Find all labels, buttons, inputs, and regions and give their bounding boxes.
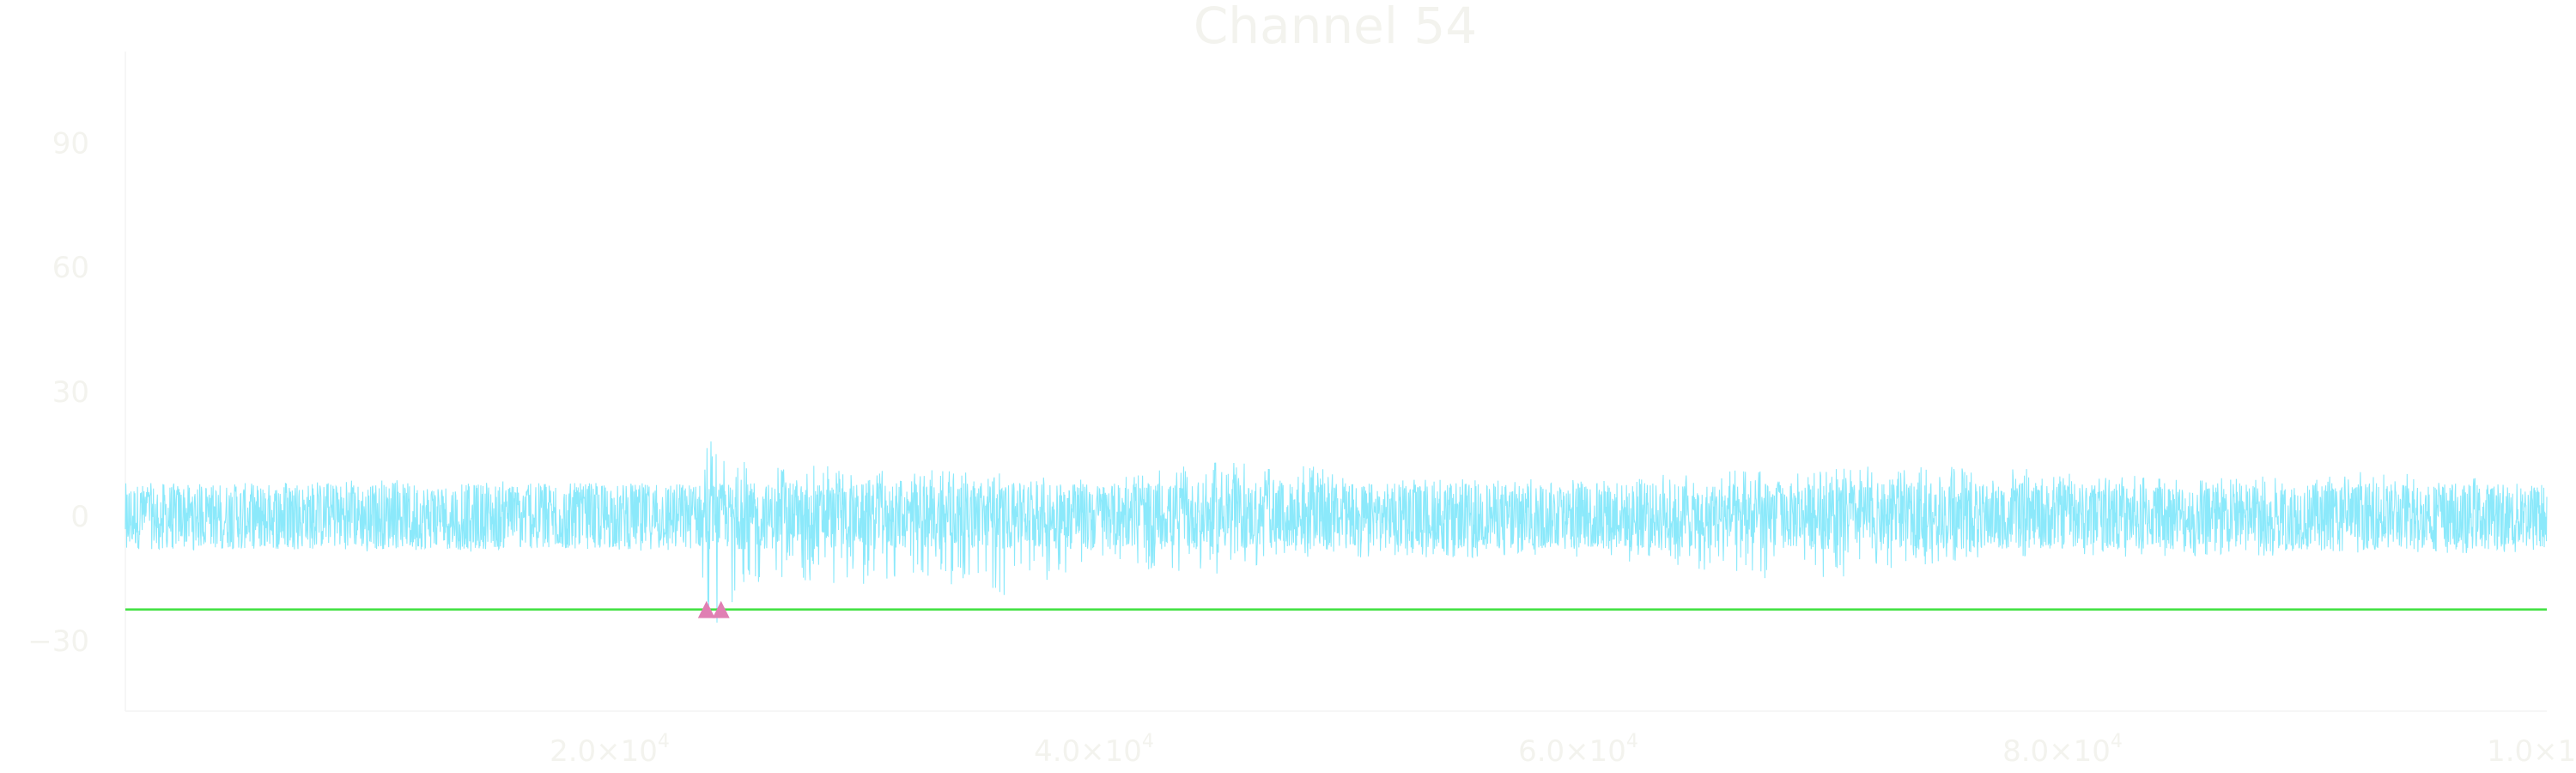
x-tick-exponent: 4 — [1626, 731, 1638, 752]
x-tick-exponent: 4 — [1142, 731, 1154, 752]
x-tick-base: 2.0×10 — [550, 734, 658, 769]
x-tick-exponent: 4 — [658, 731, 670, 752]
y-tick-labels: −30 0 30 60 90 — [27, 126, 89, 659]
chart-title: Channel 54 — [1194, 0, 1477, 55]
x-tick-label: 4.0×104 — [1034, 731, 1154, 769]
x-tick-label: 6.0×104 — [1518, 731, 1638, 769]
y-tick-label: 60 — [52, 251, 89, 285]
x-tick-base: 8.0×10 — [2002, 734, 2111, 769]
spike-marker — [712, 600, 730, 618]
x-tick-base: 6.0×10 — [1518, 734, 1626, 769]
detection-markers — [697, 600, 730, 618]
x-tick-label: 8.0×104 — [2002, 731, 2123, 769]
x-tick-exponent: 4 — [2111, 731, 2123, 752]
y-tick-label: 0 — [70, 500, 89, 534]
y-tick-label: −30 — [27, 624, 89, 659]
x-tick-label: 1.0×105 — [2487, 731, 2576, 769]
x-tick-label: 2.0×104 — [550, 731, 670, 769]
y-tick-label: 30 — [52, 375, 89, 410]
x-tick-base: 1.0×10 — [2487, 734, 2576, 769]
x-tick-base: 4.0×10 — [1034, 734, 1142, 769]
spike-marker — [697, 600, 715, 618]
y-tick-label: 90 — [52, 126, 89, 161]
signal-series — [125, 441, 2548, 623]
